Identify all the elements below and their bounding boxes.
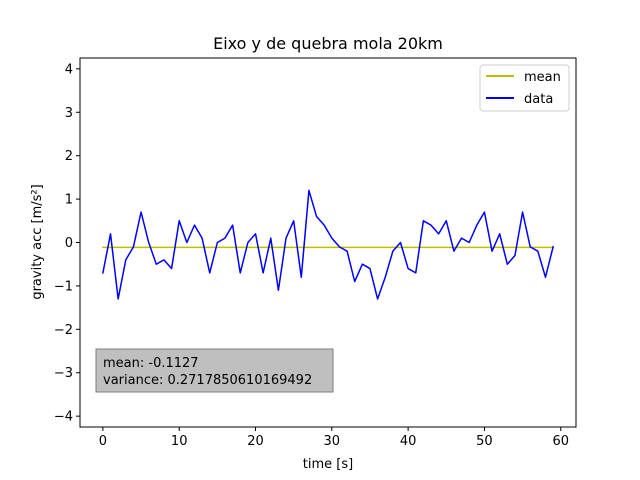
x-axis-label: time [s] bbox=[303, 457, 353, 472]
x-tick-label: 60 bbox=[552, 434, 569, 449]
x-axis: 0 10 20 30 40 50 60 bbox=[99, 427, 569, 449]
x-tick-label: 50 bbox=[476, 434, 493, 449]
y-tick-label: −3 bbox=[54, 366, 73, 381]
legend: mean data bbox=[479, 64, 570, 112]
y-axis-label: gravity acc [m/s²] bbox=[30, 184, 45, 299]
y-tick-label: 3 bbox=[65, 106, 73, 121]
x-tick-label: 30 bbox=[324, 434, 341, 449]
stats-annotation: mean: -0.1127 variance: 0.27178506101694… bbox=[95, 348, 334, 393]
chart-title: Eixo y de quebra mola 20km bbox=[213, 34, 443, 53]
series-line-data bbox=[102, 189, 555, 300]
stats-annotation-background bbox=[95, 348, 334, 393]
legend-label-data: data bbox=[524, 92, 553, 107]
x-tick-label: 40 bbox=[400, 434, 417, 449]
y-tick-label: −2 bbox=[54, 323, 73, 338]
x-tick-label: 0 bbox=[99, 434, 107, 449]
y-tick-label: 2 bbox=[65, 149, 73, 164]
y-tick-label: −1 bbox=[54, 279, 73, 294]
x-tick-label: 20 bbox=[247, 434, 264, 449]
x-tick-label: 10 bbox=[171, 434, 188, 449]
stats-variance-text: variance: 0.2717850610169492 bbox=[103, 373, 312, 388]
stats-mean-text: mean: -0.1127 bbox=[103, 356, 199, 371]
y-tick-label: −4 bbox=[54, 410, 73, 425]
y-tick-label: 4 bbox=[65, 62, 73, 77]
series-layer bbox=[102, 189, 555, 300]
y-axis: −4 −3 −2 −1 0 1 2 3 4 bbox=[54, 62, 80, 425]
legend-label-mean: mean bbox=[524, 70, 561, 85]
y-tick-label: 0 bbox=[65, 236, 73, 251]
y-tick-label: 1 bbox=[65, 193, 73, 208]
